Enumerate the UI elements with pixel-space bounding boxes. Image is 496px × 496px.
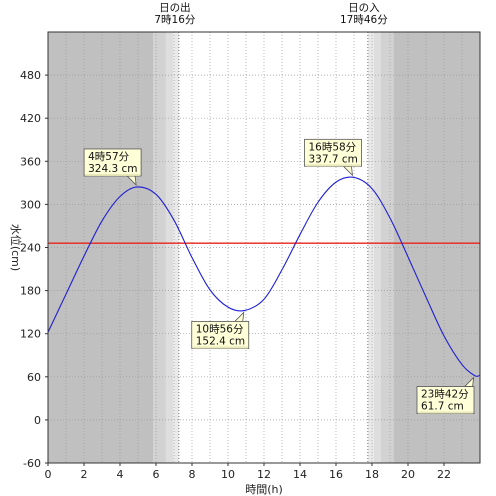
tide-series-line <box>47 176 481 377</box>
annotation-value: 324.3 cm <box>88 163 137 175</box>
sun-event-label: 日の出 <box>159 1 191 14</box>
x-tick-label: 6 <box>153 468 160 481</box>
y-tick-label: -60 <box>23 457 41 470</box>
y-tick-label: 240 <box>20 242 41 255</box>
night-shading-band <box>367 32 374 463</box>
x-axis-label: 時間(h) <box>245 483 283 496</box>
annotation-time: 16時58分 <box>308 141 356 153</box>
annotation-shadow <box>85 173 141 176</box>
x-tick-label: 22 <box>437 468 451 481</box>
y-tick-label: 360 <box>20 155 41 168</box>
annotation-time: 4時57分 <box>88 151 130 163</box>
y-tick-label: 420 <box>20 112 41 125</box>
annotation-time: 23時42分 <box>421 389 469 401</box>
sun-event-label: 日の入 <box>348 2 380 14</box>
annotation-value: 152.4 cm <box>196 335 245 347</box>
y-tick-label: 0 <box>34 414 41 427</box>
axis-layer: 時間(h) 水位(cm) 0 2 4 6 8 10 12 14 16 18 20 22 -60 0 60 12… <box>9 31 481 496</box>
y-tick-label: 300 <box>20 198 41 211</box>
x-tick-label: 14 <box>293 468 307 481</box>
x-tick-label: 20 <box>401 468 415 481</box>
x-tick-label: 10 <box>221 468 235 481</box>
x-tick-label: 2 <box>81 468 88 481</box>
x-tick-label: 8 <box>189 468 196 481</box>
x-tick-label: 0 <box>45 468 52 481</box>
annotation-box <box>191 321 250 349</box>
y-axis-label: 水位(cm) <box>9 224 23 271</box>
annotation-shadow <box>418 411 473 414</box>
annotation-box <box>304 138 362 167</box>
y-tick-label: 180 <box>20 285 41 298</box>
x-tick-label: 4 <box>117 468 124 481</box>
x-tick-label: 12 <box>257 468 271 481</box>
annotation-value: 61.7 cm <box>421 401 464 413</box>
sun-event-time: 7時16分 <box>154 14 196 26</box>
x-tick-label: 16 <box>329 468 343 481</box>
annotation-box <box>416 386 475 414</box>
y-tick-label: 120 <box>20 328 41 341</box>
annotation-shadow <box>305 164 361 167</box>
night-shading-band <box>165 32 174 463</box>
annotation-shadow <box>192 346 248 349</box>
night-shading-band <box>173 32 179 463</box>
y-tick-label: 60 <box>27 371 41 384</box>
sun-event-time: 17時46分 <box>340 14 388 26</box>
x-tick-label: 18 <box>365 468 379 481</box>
annotation-time: 10時56分 <box>196 323 244 335</box>
annotation-box <box>83 148 142 177</box>
night-shading-band <box>373 32 381 463</box>
annotation-value: 337.7 cm <box>308 153 357 165</box>
series-layer <box>47 176 481 377</box>
y-tick-label: 480 <box>20 69 41 82</box>
